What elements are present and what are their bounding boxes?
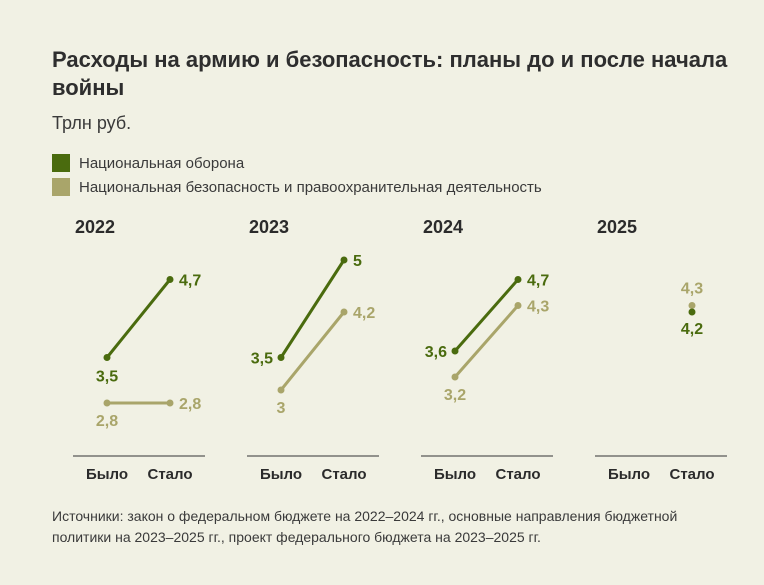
legend-item-defense: Национальная оборона [52, 151, 542, 175]
point-defense-2024-1 [514, 276, 522, 283]
series-line-defense-2024 [453, 278, 520, 353]
data-label-defense-2022-1: 4,7 [179, 273, 201, 290]
point-security-2022-1 [166, 399, 174, 407]
point-defense-2023-0 [277, 354, 285, 361]
legend-swatch-defense [52, 154, 70, 172]
legend-label-security: Национальная безопасность и правоохранит… [79, 178, 542, 196]
data-label-defense-2022-0: 3,5 [96, 369, 118, 386]
data-label-security-2024-0: 3,2 [444, 387, 466, 404]
x-tick-label-2025-0: Было [608, 466, 650, 483]
chart-title: Расходы на армию и безопасность: планы д… [52, 47, 728, 100]
x-tick-label-2025-1: Стало [669, 466, 714, 483]
data-label-security-2023-1: 4,2 [353, 305, 375, 322]
panel-year-2025: 2025 [597, 217, 637, 237]
x-tick-label-2024-1: Стало [495, 466, 540, 483]
data-label-defense-2023-0: 3,5 [251, 351, 273, 368]
source-note: Источники: закон о федеральном бюджете н… [52, 508, 678, 545]
data-label-security-2024-1: 4,3 [527, 299, 549, 316]
x-tick-label-2022-1: Стало [147, 466, 192, 483]
data-label-defense-2024-0: 3,6 [425, 344, 447, 361]
legend-swatch-security [52, 178, 70, 196]
point-security-2024-0 [451, 373, 459, 381]
panel-year-2022: 2022 [75, 217, 115, 237]
series-line-defense-2023 [279, 258, 346, 359]
data-label-security-2022-0: 2,8 [96, 413, 118, 430]
series-line-security-2024 [453, 304, 520, 379]
legend: Национальная оборона Национальная безопа… [52, 151, 542, 199]
data-label-defense-2023-1: 5 [353, 253, 362, 270]
data-label-security-2023-0: 3 [277, 400, 286, 417]
point-defense-2022-1 [166, 276, 174, 283]
panel-year-2023: 2023 [249, 217, 289, 237]
slope-chart: 2022 Было Стало 3,5 4,7 2,8 2,8 2023 Было Стало 3,… [73, 217, 727, 483]
x-tick-label-2023-1: Стало [321, 466, 366, 483]
point-defense-2022-0 [103, 354, 111, 361]
series-line-defense-2022 [105, 278, 172, 359]
point-defense-2024-0 [451, 347, 459, 355]
legend-item-security: Национальная безопасность и правоохранит… [52, 175, 542, 199]
point-defense-2023-1 [340, 256, 348, 264]
point-defense-2025-1 [688, 308, 696, 316]
point-security-2022-0 [103, 399, 111, 407]
point-security-2024-1 [514, 302, 522, 309]
point-security-2023-0 [277, 386, 285, 394]
data-label-security-2025-1: 4,3 [681, 281, 703, 298]
data-label-security-2022-1: 2,8 [179, 396, 201, 413]
series-line-security-2023 [279, 310, 346, 392]
data-label-defense-2025-1: 4,2 [681, 321, 703, 338]
point-security-2023-1 [340, 308, 348, 316]
legend-label-defense: Национальная оборона [79, 154, 245, 172]
data-label-defense-2024-1: 4,7 [527, 273, 549, 290]
point-security-2025-1 [688, 302, 696, 309]
x-tick-label-2023-0: Было [260, 466, 302, 483]
panel-year-2024: 2024 [423, 217, 463, 237]
x-tick-label-2024-0: Было [434, 466, 476, 483]
chart-subtitle: Трлн руб. [52, 113, 132, 133]
x-tick-label-2022-0: Было [86, 466, 128, 483]
